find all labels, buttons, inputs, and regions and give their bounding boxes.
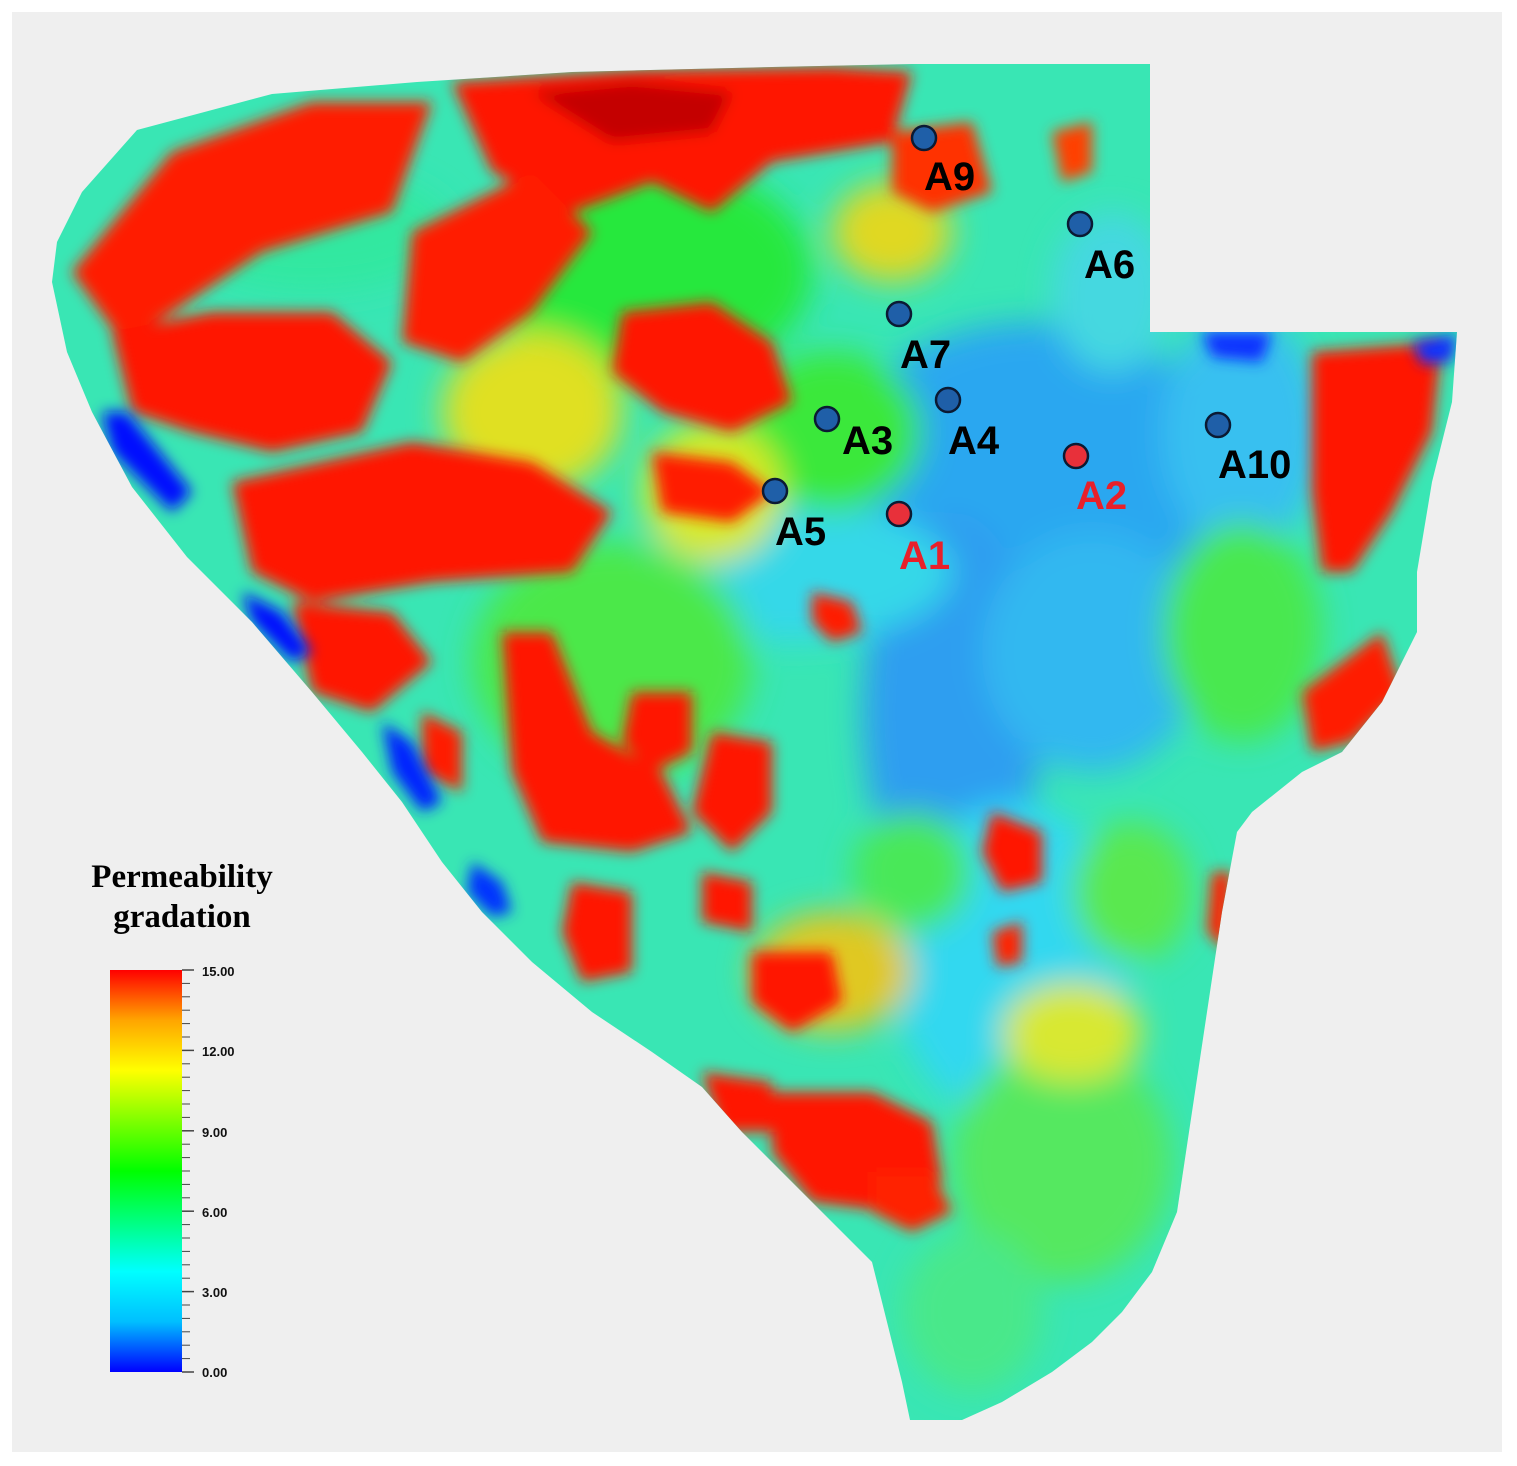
well-A2[interactable]: A2 (1062, 442, 1127, 518)
legend-title-line2: gradation (113, 899, 251, 935)
well-label-A5: A5 (775, 510, 826, 554)
well-label-A9: A9 (924, 155, 975, 199)
well-marker-A10[interactable] (1204, 411, 1232, 439)
well-A7[interactable]: A7 (885, 300, 951, 377)
well-marker-A9[interactable] (910, 124, 938, 152)
well-label-A6: A6 (1084, 243, 1135, 287)
well-label-A2: A2 (1076, 474, 1127, 518)
well-marker-A3[interactable] (813, 405, 841, 433)
wells-layer: A9 A6 A7 A4 A3 (761, 124, 1291, 578)
well-A10[interactable]: A10 (1204, 411, 1291, 487)
legend-tick-label: 6.00 (202, 1205, 228, 1220)
legend-tick-label: 0.00 (202, 1365, 228, 1380)
well-marker-A7[interactable] (885, 300, 913, 328)
well-marker-A2[interactable] (1062, 442, 1090, 470)
legend-colorbar (110, 970, 182, 1372)
well-A6[interactable]: A6 (1066, 210, 1135, 287)
well-label-A1: A1 (899, 534, 950, 578)
well-marker-A1[interactable] (885, 500, 913, 528)
well-marker-A6[interactable] (1066, 210, 1094, 238)
legend-tick-label: 9.00 (202, 1125, 228, 1140)
legend-title: Permeability gradation (52, 857, 312, 937)
well-label-A7: A7 (900, 333, 951, 377)
legend-ticks (182, 969, 194, 1373)
well-label-A4: A4 (948, 419, 1000, 463)
well-marker-A5[interactable] (761, 477, 789, 505)
legend-tick-label: 3.00 (202, 1285, 228, 1300)
permeability-surface (52, 64, 1457, 1420)
well-label-A10: A10 (1218, 443, 1291, 487)
well-A3[interactable]: A3 (813, 405, 893, 463)
legend (110, 969, 194, 1373)
well-label-A3: A3 (842, 419, 893, 463)
map-panel: A9 A6 A7 A4 A3 (12, 12, 1502, 1452)
well-A4[interactable]: A4 (934, 386, 1000, 463)
permeability-map: A9 A6 A7 A4 A3 (52, 64, 1457, 1420)
legend-tick-label: 15.00 (202, 964, 235, 979)
well-A5[interactable]: A5 (761, 477, 826, 554)
well-marker-A4[interactable] (934, 386, 962, 414)
legend-tick-label: 12.00 (202, 1044, 235, 1059)
well-A1[interactable]: A1 (885, 500, 950, 578)
well-A9[interactable]: A9 (910, 124, 975, 199)
legend-title-line1: Permeability (91, 859, 273, 895)
